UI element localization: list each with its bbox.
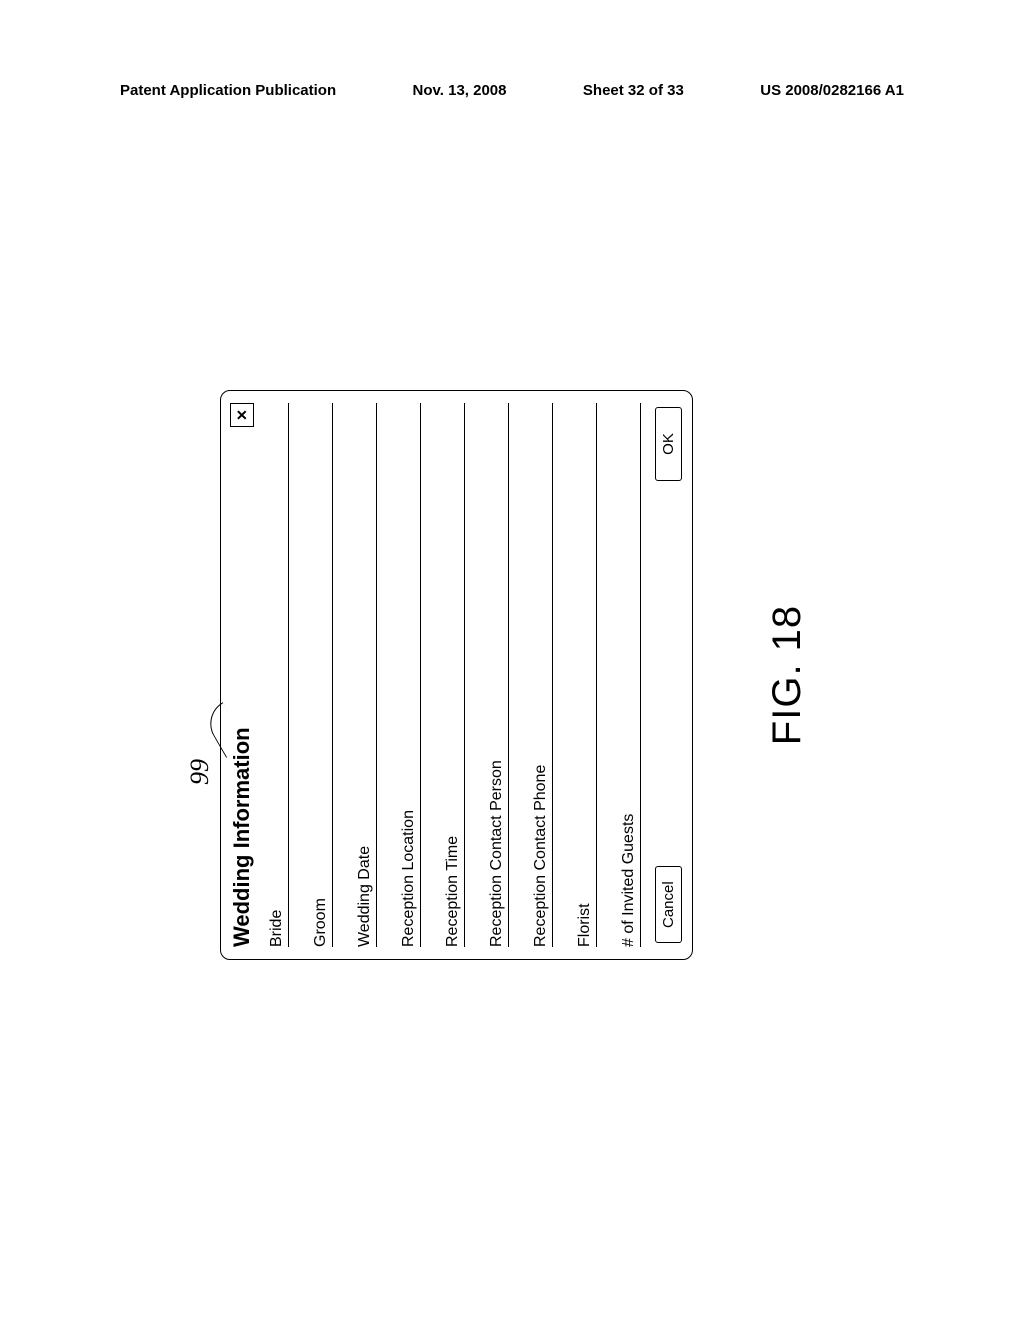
field-row-reception-location: Reception Location <box>391 403 421 947</box>
field-row-wedding-date: Wedding Date <box>347 403 377 947</box>
header-sheet: Sheet 32 of 33 <box>583 82 684 99</box>
header-pubnum: US 2008/0282166 A1 <box>760 82 904 99</box>
field-label: Wedding Date <box>356 846 376 947</box>
header-date: Nov. 13, 2008 <box>413 82 507 99</box>
reference-number: 99 <box>185 759 215 785</box>
dialog-title: Wedding Information <box>229 727 255 947</box>
field-label: Reception Contact Person <box>488 760 508 947</box>
rotated-figure-container: 99 Wedding Information × Bride Groom Wed… <box>220 390 730 960</box>
field-row-invited-guests: # of Invited Guests <box>611 403 641 947</box>
wedding-info-dialog: Wedding Information × Bride Groom Weddin… <box>220 390 693 960</box>
field-row-groom: Groom <box>303 403 333 947</box>
field-row-reception-contact-phone: Reception Contact Phone <box>523 403 553 947</box>
field-row-reception-contact-person: Reception Contact Person <box>479 403 509 947</box>
close-icon: × <box>233 410 251 421</box>
field-label: Reception Location <box>400 810 420 947</box>
field-label: # of Invited Guests <box>620 814 640 947</box>
page-header: Patent Application Publication Nov. 13, … <box>120 82 904 99</box>
field-label: Groom <box>312 898 332 947</box>
field-row-bride: Bride <box>259 403 289 947</box>
field-label: Bride <box>268 910 288 947</box>
figure-caption: FIG. 18 <box>765 390 810 960</box>
dialog-button-row: Cancel OK <box>655 403 682 947</box>
field-label: Reception Contact Phone <box>532 765 552 947</box>
header-publication: Patent Application Publication <box>120 82 336 99</box>
field-label: Florist <box>576 903 596 947</box>
cancel-button[interactable]: Cancel <box>655 866 682 943</box>
close-button[interactable]: × <box>230 403 254 427</box>
field-row-florist: Florist <box>567 403 597 947</box>
dialog-titlebar: Wedding Information × <box>229 403 255 947</box>
field-row-reception-time: Reception Time <box>435 403 465 947</box>
ok-button[interactable]: OK <box>655 407 682 481</box>
field-label: Reception Time <box>444 836 464 947</box>
